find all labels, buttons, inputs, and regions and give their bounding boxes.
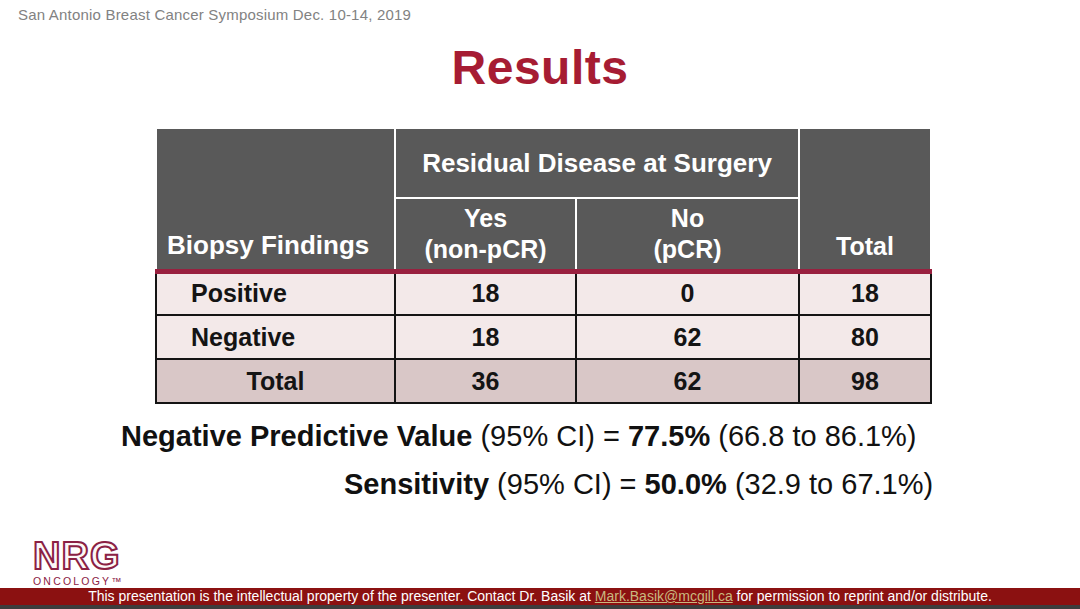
npv-statistic-line: Negative Predictive Value (95% CI) = 77.… xyxy=(121,420,917,453)
cell-negative-total: 80 xyxy=(799,315,931,359)
npv-ci-prefix: (95% CI) = xyxy=(472,420,628,452)
nrg-oncology-logo: NRG ONCOLOGY™ xyxy=(33,537,124,587)
results-table: Biopsy Findings Residual Disease at Surg… xyxy=(155,127,932,404)
cell-total-total: 98 xyxy=(799,359,931,403)
cell-total-no: 62 xyxy=(576,359,799,403)
table-row-total: Total 36 62 98 xyxy=(156,359,931,403)
cell-total-yes: 36 xyxy=(395,359,576,403)
copyright-footer: This presentation is the intellectual pr… xyxy=(0,588,1080,605)
nrg-logo-text: NRG xyxy=(33,537,124,575)
cell-positive-total: 18 xyxy=(799,271,931,315)
column-header-total: Total xyxy=(799,128,931,271)
email-link[interactable]: Mark.Basik@mcgill.ca xyxy=(595,588,733,604)
cell-negative-yes: 18 xyxy=(395,315,576,359)
cell-total-label: Total xyxy=(156,359,395,403)
column-header-yes-non-pcr: Yes (non-pCR) xyxy=(395,198,576,271)
page-title: Results xyxy=(0,40,1080,95)
cell-negative-label: Negative xyxy=(156,315,395,359)
table-row-negative: Negative 18 62 80 xyxy=(156,315,931,359)
sensitivity-ci-range: (32.9 to 67.1%) xyxy=(727,468,933,500)
symposium-header: San Antonio Breast Cancer Symposium Dec.… xyxy=(18,6,411,23)
bottom-edge-strip xyxy=(0,605,1080,609)
column-header-no-line1: No xyxy=(577,203,798,234)
column-header-yes-line2: (non-pCR) xyxy=(396,234,575,265)
presentation-slide: San Antonio Breast Cancer Symposium Dec.… xyxy=(0,0,1080,609)
sensitivity-value: 50.0% xyxy=(645,468,727,500)
footer-text-after: for permission to reprint and/or distrib… xyxy=(733,588,992,604)
npv-value: 77.5% xyxy=(628,420,710,452)
sensitivity-ci-prefix: (95% CI) = xyxy=(489,468,645,500)
column-header-biopsy-findings: Biopsy Findings xyxy=(156,128,395,271)
column-header-no-line2: (pCR) xyxy=(577,234,798,265)
sensitivity-label: Sensitivity xyxy=(344,468,489,500)
cell-positive-label: Positive xyxy=(156,271,395,315)
table-row-positive: Positive 18 0 18 xyxy=(156,271,931,315)
npv-label: Negative Predictive Value xyxy=(121,420,472,452)
column-group-header-residual-disease: Residual Disease at Surgery xyxy=(395,128,799,198)
column-header-yes-line1: Yes xyxy=(396,203,575,234)
sensitivity-statistic-line: Sensitivity (95% CI) = 50.0% (32.9 to 67… xyxy=(344,468,933,501)
nrg-logo-subtitle: ONCOLOGY™ xyxy=(33,576,124,587)
column-header-no-pcr: No (pCR) xyxy=(576,198,799,271)
npv-ci-range: (66.8 to 86.1%) xyxy=(710,420,916,452)
cell-negative-no: 62 xyxy=(576,315,799,359)
cell-positive-yes: 18 xyxy=(395,271,576,315)
cell-positive-no: 0 xyxy=(576,271,799,315)
footer-text-before: This presentation is the intellectual pr… xyxy=(88,588,595,604)
